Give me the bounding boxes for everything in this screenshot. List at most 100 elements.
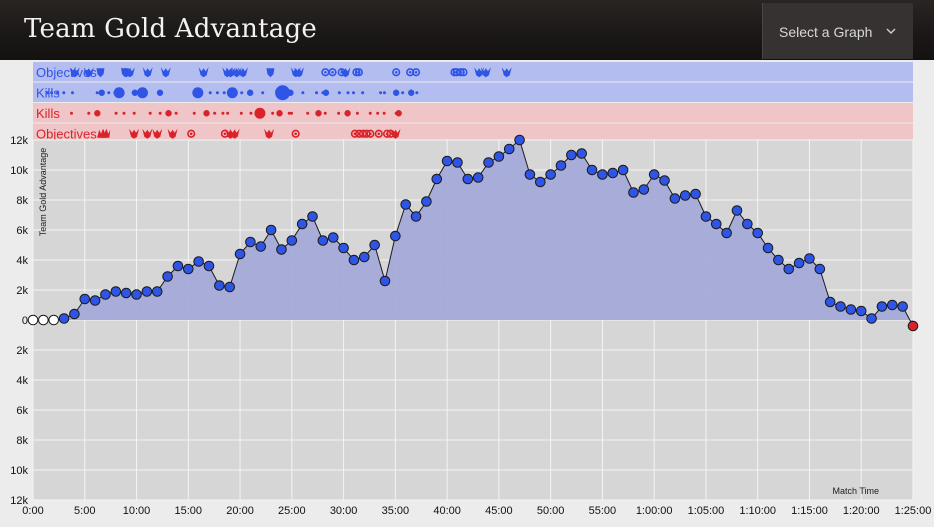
dragon-icon-shape [474, 67, 485, 78]
dragon-icon [264, 128, 275, 139]
herald-icon-shape [96, 68, 105, 78]
tower-icon-ring [328, 68, 337, 77]
data-point [824, 296, 836, 308]
dragon-icon-shape [152, 128, 163, 139]
kill-event-marker [361, 91, 365, 95]
kill-event-marker [192, 111, 196, 115]
y-axis-title: Team Gold Advantage [38, 148, 48, 237]
data-point [524, 169, 536, 180]
data-point [700, 211, 712, 222]
data-point [234, 248, 246, 260]
kill-event-marker [122, 111, 126, 115]
x-tick-label: 1:05:00 [688, 505, 725, 517]
dragon-icon [152, 128, 163, 139]
x-tick-label: 15:00 [175, 505, 203, 517]
dragon-icon-shape [142, 128, 153, 139]
dragon-icon-shape [264, 128, 275, 139]
tower-icon-core [414, 70, 418, 74]
kill-event-marker [315, 91, 319, 95]
dragon-icon [340, 67, 351, 78]
y-tick-label: 10k [10, 465, 28, 477]
tower-icon-core [189, 132, 193, 136]
kill-event-marker [70, 91, 74, 95]
kill-event-marker [226, 111, 230, 115]
data-point [400, 199, 412, 210]
data-point [203, 260, 215, 272]
dragon-icon [225, 67, 236, 78]
dragon-icon-shape [69, 67, 80, 78]
baron-icon-shape [100, 128, 111, 138]
x-tick-label: 1:00:00 [636, 505, 673, 517]
tower-icon-ring [392, 68, 401, 77]
kill-event-marker [408, 89, 415, 96]
tower-icon [392, 68, 401, 77]
x-tick-label: 10:00 [123, 505, 151, 517]
data-point [659, 175, 670, 186]
header-bar: Team Gold Advantage Select a Graph [0, 0, 934, 60]
dragon-icon [231, 67, 242, 78]
kill-event-marker [261, 91, 265, 95]
tower-icon-core [294, 132, 297, 136]
data-point [710, 218, 722, 230]
tower-icon-core [369, 132, 372, 136]
tower-icon-core [394, 70, 398, 74]
tower-icon-ring [291, 129, 300, 138]
data-point [783, 263, 795, 275]
x-tick-label: 1:10:00 [739, 505, 776, 517]
kill-event-marker [306, 111, 310, 115]
dragon-icon [69, 67, 80, 78]
data-point [669, 193, 681, 204]
kill-event-marker [136, 87, 148, 99]
kill-event-marker [337, 111, 341, 115]
kill-event-marker [239, 111, 243, 115]
kill-event-marker [87, 111, 91, 115]
data-point [679, 190, 691, 201]
kill-event-marker [395, 110, 402, 117]
tower-icon-core [462, 70, 465, 74]
data-point [866, 313, 877, 324]
data-point [721, 227, 732, 239]
data-point [835, 301, 846, 312]
tower-icon-core [223, 132, 227, 136]
data-point [327, 232, 339, 243]
data-point [120, 287, 132, 299]
tower-icon-ring [411, 68, 421, 77]
tower-icon-core [377, 132, 381, 136]
lane-label: Objectives [36, 127, 97, 142]
kill-event-marker [165, 110, 172, 117]
lane-red-objectives [33, 123, 913, 143]
x-tick-label: 30:00 [330, 505, 358, 517]
data-point [586, 164, 598, 176]
kill-event-marker [271, 111, 275, 115]
x-tick-label: 50:00 [537, 505, 565, 517]
data-point [338, 242, 349, 254]
data-point [648, 169, 660, 180]
tower-icon-ring [459, 68, 468, 77]
data-point [390, 230, 401, 242]
data-point [172, 260, 184, 272]
data-point [131, 289, 142, 300]
kill-event-marker [275, 85, 291, 101]
x-tick-label: 1:20:00 [843, 505, 880, 517]
data-point [182, 263, 194, 275]
baron-icon [100, 128, 111, 138]
data-point [348, 254, 360, 266]
data-point [48, 314, 60, 326]
data-point [731, 205, 743, 216]
y-tick-label: 6k [16, 405, 28, 417]
tower-icon-ring [187, 129, 196, 138]
kill-event-marker [203, 110, 210, 117]
data-point [307, 211, 318, 222]
data-point [58, 313, 70, 324]
dragon-icon-shape [129, 128, 140, 139]
lane-red-kills [33, 103, 913, 123]
dragon-icon [198, 67, 209, 78]
dragon-icon-shape [167, 128, 178, 139]
tower-icon [366, 129, 375, 138]
data-point [286, 235, 298, 246]
data-point [493, 151, 505, 162]
dragon-icon [83, 67, 94, 78]
data-point [534, 176, 546, 188]
graph-select-dropdown[interactable]: Select a Graph [762, 3, 913, 59]
